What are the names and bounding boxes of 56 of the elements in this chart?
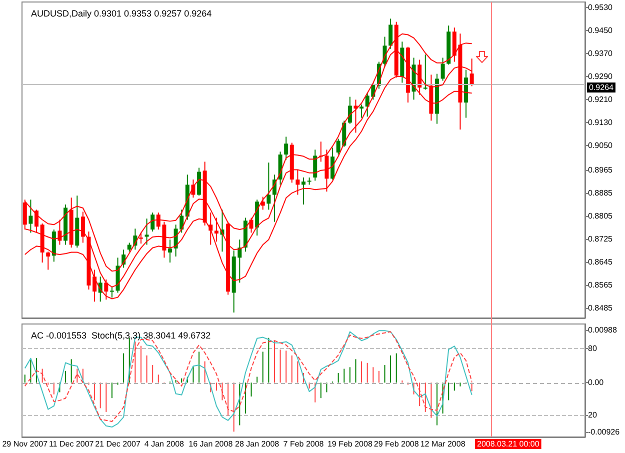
candlestick [302, 177, 306, 206]
candlestick [34, 209, 39, 234]
y-tick-label: 0.9450 [588, 26, 614, 36]
y-tick-label: 80 [588, 344, 598, 353]
y-tick-label: 0.8965 [588, 166, 614, 175]
y-tick-label: 0.9290 [588, 72, 614, 82]
candlestick [360, 104, 364, 118]
candlestick [266, 162, 271, 210]
candlestick [260, 196, 265, 210]
candlestick [388, 18, 393, 50]
x-tick-label: 16 Jan 2008 [188, 440, 234, 448]
y-tick-label: 0.9050 [588, 141, 614, 150]
candlestick [197, 167, 202, 196]
candlestick [46, 251, 50, 270]
y-tick-label: 0.8725 [588, 234, 614, 244]
candlestick [440, 57, 445, 82]
candlestick [296, 169, 300, 196]
candlestick [330, 147, 335, 180]
x-tick-label: 4 Jan 2008 [144, 440, 185, 448]
y-tick-label: 0.8485 [588, 303, 614, 312]
y-tick-label: 0.9210 [588, 95, 614, 104]
x-tick-label: 12 Mar 2008 [420, 440, 466, 448]
y-tick-label: 0.8805 [588, 212, 614, 221]
x-tick-label: 29 Feb 2008 [374, 440, 420, 448]
x-tick-label: 7 Feb 2008 [283, 440, 324, 448]
candlestick [423, 54, 428, 90]
y-tick-label: 0.8645 [588, 257, 614, 266]
x-tick-label: 21 Dec 2007 [95, 440, 141, 448]
ref-line-label: 0.9264 [589, 83, 614, 92]
y2-tick-label: -0.00926 [588, 427, 620, 436]
candlestick [110, 286, 114, 298]
x-tick-label: 11 Dec 2007 [48, 440, 94, 448]
text: AUDUSD,Daily 0.9301 0.9353 0.9257 0.9264 [31, 8, 212, 18]
candlestick [80, 211, 85, 244]
text: 2008.03.21 00:00 [477, 440, 540, 448]
x-tick-label: 28 Jan 2008 [235, 440, 280, 448]
candlestick [214, 217, 218, 242]
text: AC -0.001553 Stoch(5,3,3) 38.3041 49.6732 [31, 330, 211, 340]
candlestick [313, 149, 318, 182]
candlestick [168, 239, 172, 264]
candlestick [144, 218, 149, 246]
y-tick-label: 0.8885 [588, 188, 614, 198]
candlestick [348, 96, 352, 124]
y2-tick-label: 0.00988 [588, 325, 618, 334]
y-tick-label: 0.8565 [588, 280, 614, 290]
y-tick-label: 0.9370 [588, 49, 614, 58]
candlestick [284, 136, 288, 160]
y-tick-label: 0.9530 [588, 3, 614, 12]
candlestick [150, 212, 155, 232]
candlestick [28, 199, 33, 234]
x-tick-label: 29 Nov 2007 [2, 440, 48, 448]
y2-tick-label: 0.00 [588, 378, 604, 388]
x-tick-label: 19 Feb 2008 [327, 440, 373, 448]
candlestick [354, 99, 358, 134]
y-tick-label: 0.9130 [588, 118, 614, 128]
y-tick-label: 20 [588, 410, 598, 420]
